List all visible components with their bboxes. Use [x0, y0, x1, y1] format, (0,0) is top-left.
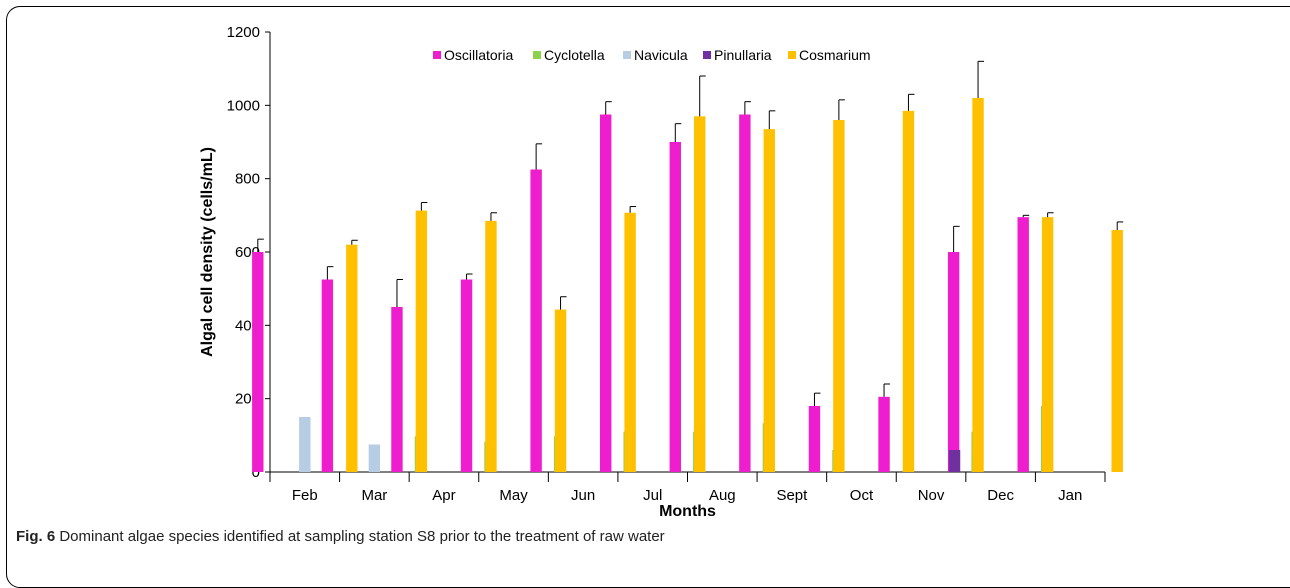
y-tick-label-1000: 1000 — [227, 97, 260, 114]
x-tick-label-feb: Feb — [292, 487, 318, 504]
legend-swatch-navicula — [623, 51, 631, 59]
x-tick-label-oct: Oct — [850, 487, 874, 504]
bar-cosmarium-jan — [1111, 230, 1123, 472]
legend-label-cosmarium: Cosmarium — [799, 47, 871, 63]
legend-swatch-cosmarium — [788, 51, 796, 59]
x-axis-title: Months — [659, 503, 716, 520]
bar-cosmarium-oct — [902, 110, 915, 472]
bar-pinullaria-nov — [948, 450, 961, 472]
figure-caption: Fig. 6 Dominant algae species identified… — [16, 528, 665, 545]
bar-cosmarium-jun — [624, 212, 636, 472]
bar-oscillatoria-jul — [600, 114, 612, 472]
legend-label-cyclotella: Cyclotella — [544, 47, 605, 63]
y-tick-label-1200: 1200 — [227, 24, 260, 41]
bar-oscillatoria-dec — [947, 252, 960, 472]
caption-text: Dominant algae species identified at sam… — [59, 528, 665, 545]
x-tick-label-jan: Jan — [1058, 487, 1082, 504]
x-tick-label-dec: Dec — [987, 487, 1014, 504]
bar-cosmarium-sept — [833, 120, 845, 472]
bar-cosmarium-mar — [415, 210, 428, 473]
bar-oscillatoria-sept — [739, 114, 751, 472]
bar-oscillatoria-jan — [1017, 217, 1029, 472]
bar-oscillatoria-may — [460, 279, 473, 472]
bar-cosmarium-feb — [346, 244, 358, 472]
x-tick-label-apr: Apr — [432, 487, 455, 504]
x-tick-label-jun: Jun — [571, 487, 595, 504]
y-tick-label-0: 0 — [252, 464, 260, 481]
bar-cosmarium-jul — [694, 116, 706, 472]
legend-label-navicula: Navicula — [634, 47, 688, 63]
x-tick-label-may: May — [499, 487, 528, 504]
legend-swatch-cyclotella — [533, 51, 541, 59]
x-tick-label-sept: Sept — [776, 487, 808, 504]
bar-oscillatoria-aug — [669, 142, 681, 472]
legend-swatch-pinullaria — [703, 51, 711, 59]
bar-cosmarium-nov — [972, 98, 984, 472]
bar-oscillatoria-mar — [321, 279, 334, 472]
x-tick-label-aug: Aug — [709, 487, 736, 504]
bar-oscillatoria-feb — [252, 252, 264, 472]
x-tick-label-jul: Jul — [643, 487, 662, 504]
caption-label: Fig. 6 — [16, 528, 56, 545]
bar-oscillatoria-oct — [808, 406, 821, 472]
legend-swatch-oscillatoria — [433, 51, 441, 59]
y-tick-label-800: 800 — [235, 171, 260, 188]
bar-navicula-feb — [299, 417, 311, 472]
bar-navicula-mar — [368, 444, 381, 472]
bar-cosmarium-may — [554, 309, 567, 472]
y-axis-title: Algal cell density (cells/mL) — [199, 147, 216, 357]
legend-label-oscillatoria: Oscillatoria — [444, 47, 513, 63]
bar-cosmarium-apr — [485, 220, 497, 472]
bar-cosmarium-aug — [763, 129, 775, 472]
x-tick-label-nov: Nov — [918, 487, 945, 504]
legend-label-pinullaria: Pinullaria — [714, 47, 772, 63]
bar-oscillatoria-jun — [530, 169, 542, 472]
x-tick-label-mar: Mar — [361, 487, 387, 504]
bar-oscillatoria-nov — [878, 396, 890, 472]
bar-cosmarium-dec — [1041, 217, 1054, 472]
bar-oscillatoria-apr — [391, 307, 403, 472]
